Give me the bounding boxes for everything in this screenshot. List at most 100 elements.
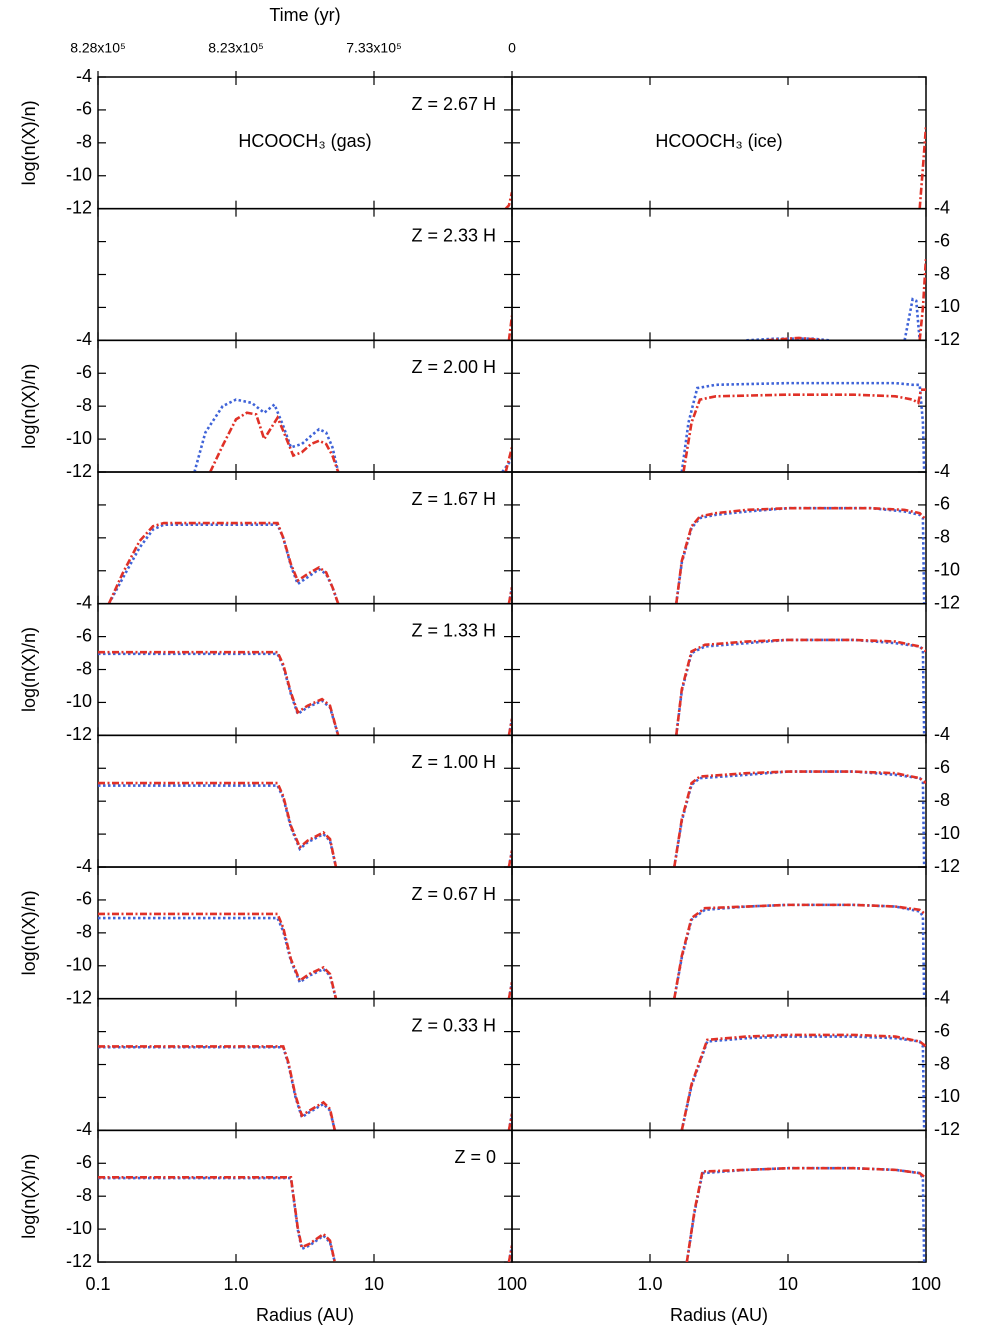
species-label: HCOOCH₃ (ice) (655, 131, 782, 151)
panel-frame (511, 866, 927, 1000)
x-tick-label: 0.1 (85, 1274, 110, 1294)
panel-frame (511, 471, 927, 605)
y-axis-title: log(n(X)/n) (19, 627, 39, 712)
y-tick-label: -6 (76, 889, 92, 909)
series-line (193, 398, 512, 473)
plot-area (746, 257, 926, 341)
plot-area (673, 770, 926, 868)
panel-annotation: Z = 0.33 H (411, 1015, 496, 1035)
series-line (98, 1175, 512, 1263)
series-line (98, 784, 512, 868)
series-line (98, 650, 512, 736)
y-tick-label: -8 (934, 527, 950, 547)
y-tick-label: -12 (934, 329, 960, 349)
y-tick-label: -12 (66, 197, 92, 217)
panel-annotation: Z = 2.00 H (411, 357, 496, 377)
panel-annotation: Z = 1.33 H (411, 620, 496, 640)
y-tick-label: -10 (66, 1218, 92, 1238)
species-label: HCOOCH₃ (gas) (238, 131, 371, 151)
y-tick-label: -10 (934, 560, 960, 580)
plot-area (673, 903, 926, 999)
plot-area (504, 191, 512, 209)
y-tick-label: -8 (76, 1185, 92, 1205)
x-tick-label: 100 (911, 1274, 941, 1294)
y-tick-label: -8 (76, 922, 92, 942)
series-line (673, 770, 926, 868)
panel-annotation: Z = 2.33 H (411, 225, 496, 245)
plot-area (98, 1045, 512, 1131)
y-tick-label: -6 (934, 1020, 950, 1040)
x-tick-label: 100 (497, 1274, 527, 1294)
y-tick-label: -12 (66, 1251, 92, 1271)
y-tick-label: -4 (76, 329, 92, 349)
y-tick-label: -6 (934, 230, 950, 250)
x-tick-label: 1.0 (637, 1274, 662, 1294)
y-axis-title: log(n(X)/n) (19, 890, 39, 975)
plot-area (107, 521, 512, 604)
series-line (98, 1045, 512, 1131)
plot-area (98, 1175, 512, 1263)
x-axis-title: Radius (AU) (670, 1305, 768, 1325)
y-tick-label: -10 (934, 823, 960, 843)
y-tick-label: -6 (934, 494, 950, 514)
y-tick-label: -12 (934, 1119, 960, 1139)
series-line (685, 1166, 926, 1263)
y-tick-label: -8 (934, 790, 950, 810)
plot-area (674, 638, 926, 736)
y-tick-label: -4 (76, 66, 92, 86)
y-tick-label: -12 (66, 724, 92, 744)
series-line (682, 388, 926, 473)
series-line (674, 506, 926, 604)
top-axis-title: Time (yr) (269, 5, 340, 25)
panel-frame (511, 997, 927, 1132)
panel-frame (511, 1129, 927, 1263)
y-axis-title: log(n(X)/n) (19, 1154, 39, 1239)
y-tick-label: -10 (66, 428, 92, 448)
series-line (107, 523, 512, 604)
x-tick-label: 10 (778, 1274, 798, 1294)
series-line (674, 506, 926, 604)
panel-annotation: Z = 0.67 H (411, 884, 496, 904)
panel-frame (511, 207, 927, 342)
y-tick-label: -10 (66, 165, 92, 185)
y-tick-label: -12 (66, 987, 92, 1007)
y-tick-label: -8 (76, 395, 92, 415)
y-tick-label: -10 (66, 955, 92, 975)
x-tick-label: 1.0 (223, 1274, 248, 1294)
y-tick-label: -10 (66, 691, 92, 711)
series-line (98, 1045, 512, 1131)
series-line (918, 126, 926, 209)
y-tick-label: -6 (76, 625, 92, 645)
y-tick-label: -4 (76, 1119, 92, 1139)
y-axis-title: log(n(X)/n) (19, 100, 39, 185)
series-line (674, 638, 926, 736)
series-line (98, 652, 512, 736)
y-tick-label: -4 (934, 724, 950, 744)
panel-frame (511, 734, 927, 868)
top-tick-label: 8.23x10⁵ (208, 40, 264, 56)
panel-frame (97, 1129, 513, 1263)
panel-annotation: Z = 1.00 H (411, 752, 496, 772)
plot-area (918, 126, 926, 209)
series-line (98, 781, 512, 868)
y-tick-label: -12 (66, 461, 92, 481)
series-line (680, 1033, 926, 1131)
plot-area (98, 650, 512, 736)
series-line (766, 257, 926, 341)
series-line (685, 1166, 926, 1263)
series-line (673, 903, 926, 999)
series-line (504, 191, 512, 209)
panel-annotation: Z = 0 (454, 1147, 496, 1167)
panel-annotation: Z = 1.67 H (411, 489, 496, 509)
x-axis-title: Radius (AU) (256, 1305, 354, 1325)
y-tick-label: -10 (934, 296, 960, 316)
series-line (209, 411, 512, 473)
y-tick-label: -12 (934, 856, 960, 876)
y-tick-label: -4 (76, 856, 92, 876)
panel-frame (511, 602, 927, 737)
plot-area (685, 1166, 926, 1263)
series-line (98, 916, 512, 999)
y-tick-label: -6 (934, 757, 950, 777)
series-line (673, 903, 926, 999)
